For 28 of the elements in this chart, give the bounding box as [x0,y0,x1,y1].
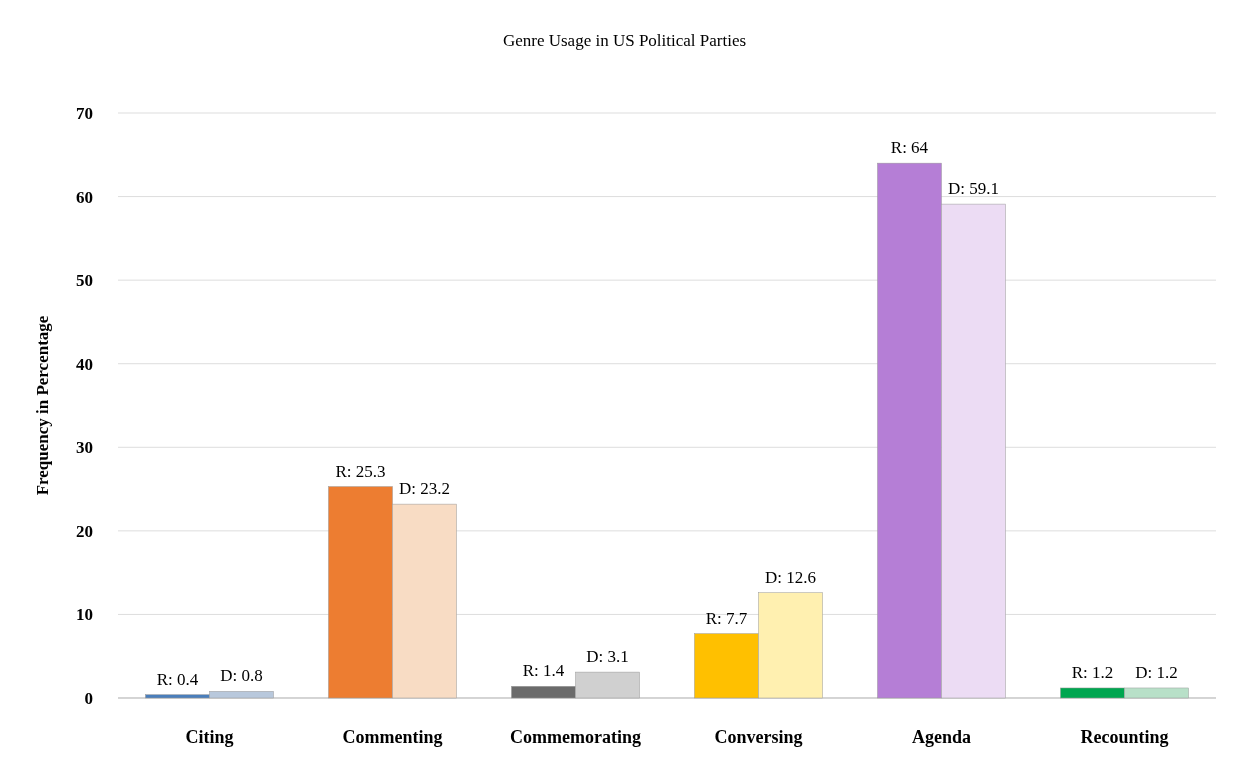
y-tick-label: 0 [84,689,93,708]
y-tick-label: 40 [76,354,93,374]
y-tick-label: 30 [76,438,93,458]
x-tick-label: Conversing [714,727,803,747]
y-tick-label: 70 [76,104,93,123]
data-label: D: 23.2 [399,479,451,499]
y-tick-label: 10 [76,605,93,625]
y-tick-label: 60 [76,187,93,207]
data-label: R: 1.4 [522,661,565,681]
x-tick-label: Agenda [911,727,972,747]
x-tick-label: Commemorating [510,727,641,747]
data-label: R: 64 [890,138,929,158]
data-label: R: 25.3 [335,461,386,481]
chart-title: Genre Usage in US Political Parties [502,31,747,50]
data-label: D: 0.8 [220,666,263,686]
data-label: R: 0.4 [156,669,199,689]
data-label: D: 59.1 [948,179,1000,199]
y-tick-label: 50 [76,271,93,291]
y-axis-title: Frequency in Percentage [33,315,52,496]
data-label: D: 1.2 [1135,662,1178,682]
data-label: R: 7.7 [705,608,748,628]
data-label: D: 3.1 [586,647,629,667]
y-tick-label: 20 [76,521,93,541]
data-label: D: 12.6 [765,567,817,587]
data-label: R: 1.2 [1071,662,1114,682]
x-tick-label: Recounting [1080,727,1169,747]
x-tick-label: Commenting [342,727,443,747]
x-tick-label: Citing [185,727,234,747]
